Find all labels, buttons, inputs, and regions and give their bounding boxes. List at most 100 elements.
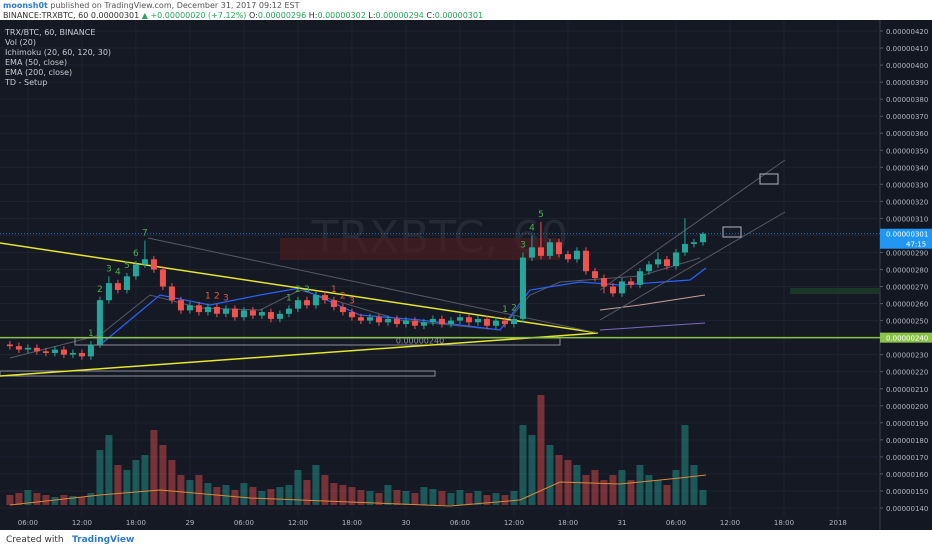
- candle-body: [213, 306, 220, 314]
- volume-bar: [447, 493, 455, 505]
- volume-bar: [69, 496, 77, 505]
- x-tick-label: 06:00: [234, 519, 254, 527]
- volume-bar: [96, 450, 104, 505]
- ema-line: [599, 322, 706, 331]
- candle-body: [456, 317, 463, 321]
- y-tick-label: 0.00000340: [886, 164, 928, 172]
- volume-bar: [303, 480, 311, 505]
- y-tick-label: 0.00000160: [886, 471, 928, 479]
- cloud: [280, 238, 560, 260]
- candle-body: [627, 281, 634, 285]
- channel-line: [599, 159, 786, 291]
- y-tick-label: 0.00000170: [886, 454, 928, 462]
- volume-bar: [132, 460, 140, 505]
- volume-bar: [384, 485, 392, 505]
- price-axis: [880, 20, 932, 530]
- y-tick-label: 0.00000150: [886, 488, 928, 496]
- volume-bar: [177, 475, 185, 505]
- volume-bar: [546, 445, 554, 505]
- y-tick-label: 0.00000310: [886, 215, 928, 223]
- candle-body: [564, 254, 571, 260]
- candle-body: [78, 352, 85, 357]
- volume-bar: [456, 490, 464, 505]
- volume-bar: [528, 435, 536, 505]
- candle-body: [204, 306, 211, 313]
- volume-bar: [618, 470, 626, 505]
- candle-body: [474, 318, 481, 323]
- candle-body: [636, 271, 643, 285]
- change: ▲ +0.00000020 (+7.12%): [141, 11, 247, 20]
- volume-bar: [195, 475, 203, 505]
- volume-bar: [249, 487, 257, 505]
- x-tick-label: 18:00: [342, 519, 362, 527]
- volume-bar: [591, 470, 599, 505]
- y-tick-label: 0.00000390: [886, 79, 928, 87]
- x-tick-label: 29: [185, 519, 194, 527]
- td-label: 1: [205, 292, 211, 302]
- y-tick-label: 0.00000180: [886, 437, 928, 445]
- o: 0.00000296: [257, 11, 307, 20]
- legend-entry: TD - Setup: [4, 78, 47, 87]
- zone-box: [0, 370, 436, 377]
- volume-bar: [501, 495, 509, 505]
- brand[interactable]: TradingView: [72, 535, 135, 545]
- volume-bar: [483, 495, 491, 505]
- volume-bar: [654, 480, 662, 505]
- volume-bar: [438, 491, 446, 505]
- quote-line: BINANCE:TRXBTC, 60 0.00000301 ▲ +0.00000…: [3, 11, 483, 20]
- x-tick-label: 06:00: [450, 519, 470, 527]
- candle-body: [690, 242, 697, 244]
- td-label: 3: [223, 293, 229, 303]
- volume-bar: [78, 497, 86, 505]
- y-tick-label: 0.00000270: [886, 284, 928, 292]
- volume-bar: [636, 465, 644, 505]
- y-tick-label: 0.00000250: [886, 318, 928, 326]
- volume-bar: [33, 493, 41, 505]
- candle-body: [672, 252, 679, 267]
- volume-bar: [537, 395, 545, 505]
- td-label: 1: [502, 305, 508, 315]
- volume-bar: [465, 493, 473, 505]
- volume-bar: [150, 430, 158, 505]
- candle-body: [663, 259, 670, 267]
- created: Created with: [6, 535, 64, 545]
- candle-body: [519, 257, 526, 319]
- candle-body: [150, 259, 157, 270]
- td-label: 2: [214, 292, 220, 302]
- volume-bar: [348, 487, 356, 505]
- x-tick-label: 06:00: [18, 519, 38, 527]
- volume-bar: [159, 445, 167, 505]
- x-tick-label: 2018: [829, 519, 847, 527]
- volume-bar: [267, 489, 275, 505]
- volume-bar: [60, 495, 68, 505]
- candle-body: [555, 242, 562, 255]
- l: 0.00000294: [375, 11, 424, 20]
- author[interactable]: moonsh0t: [3, 1, 48, 10]
- candle-body: [60, 349, 67, 355]
- candle-body: [114, 283, 121, 290]
- volume-bar: [87, 493, 95, 505]
- td-label: 5: [538, 210, 544, 220]
- x-tick-label: 18:00: [774, 519, 794, 527]
- legend-entry: Ichimoku (20, 60, 120, 30): [5, 48, 111, 57]
- td-label: 6: [133, 249, 139, 259]
- candle-body: [618, 281, 625, 294]
- volume-bar: [627, 480, 635, 505]
- volume-bar: [429, 489, 437, 505]
- h: 0.00000302: [317, 11, 366, 20]
- td-label: 3: [520, 240, 526, 250]
- footer: Created with TradingView: [0, 530, 932, 550]
- candle-body: [366, 317, 373, 321]
- td-label: 3: [304, 285, 310, 295]
- price-tag: [880, 332, 932, 343]
- price-tag-extra: 47:15: [906, 241, 926, 249]
- candle-body: [384, 318, 391, 323]
- background: [0, 20, 932, 530]
- y-tick-label: 0.00000230: [886, 352, 928, 360]
- volume-bar: [231, 490, 239, 505]
- volume-bar: [609, 475, 617, 505]
- candle-body: [654, 259, 661, 265]
- x-tick-label: 31: [617, 519, 626, 527]
